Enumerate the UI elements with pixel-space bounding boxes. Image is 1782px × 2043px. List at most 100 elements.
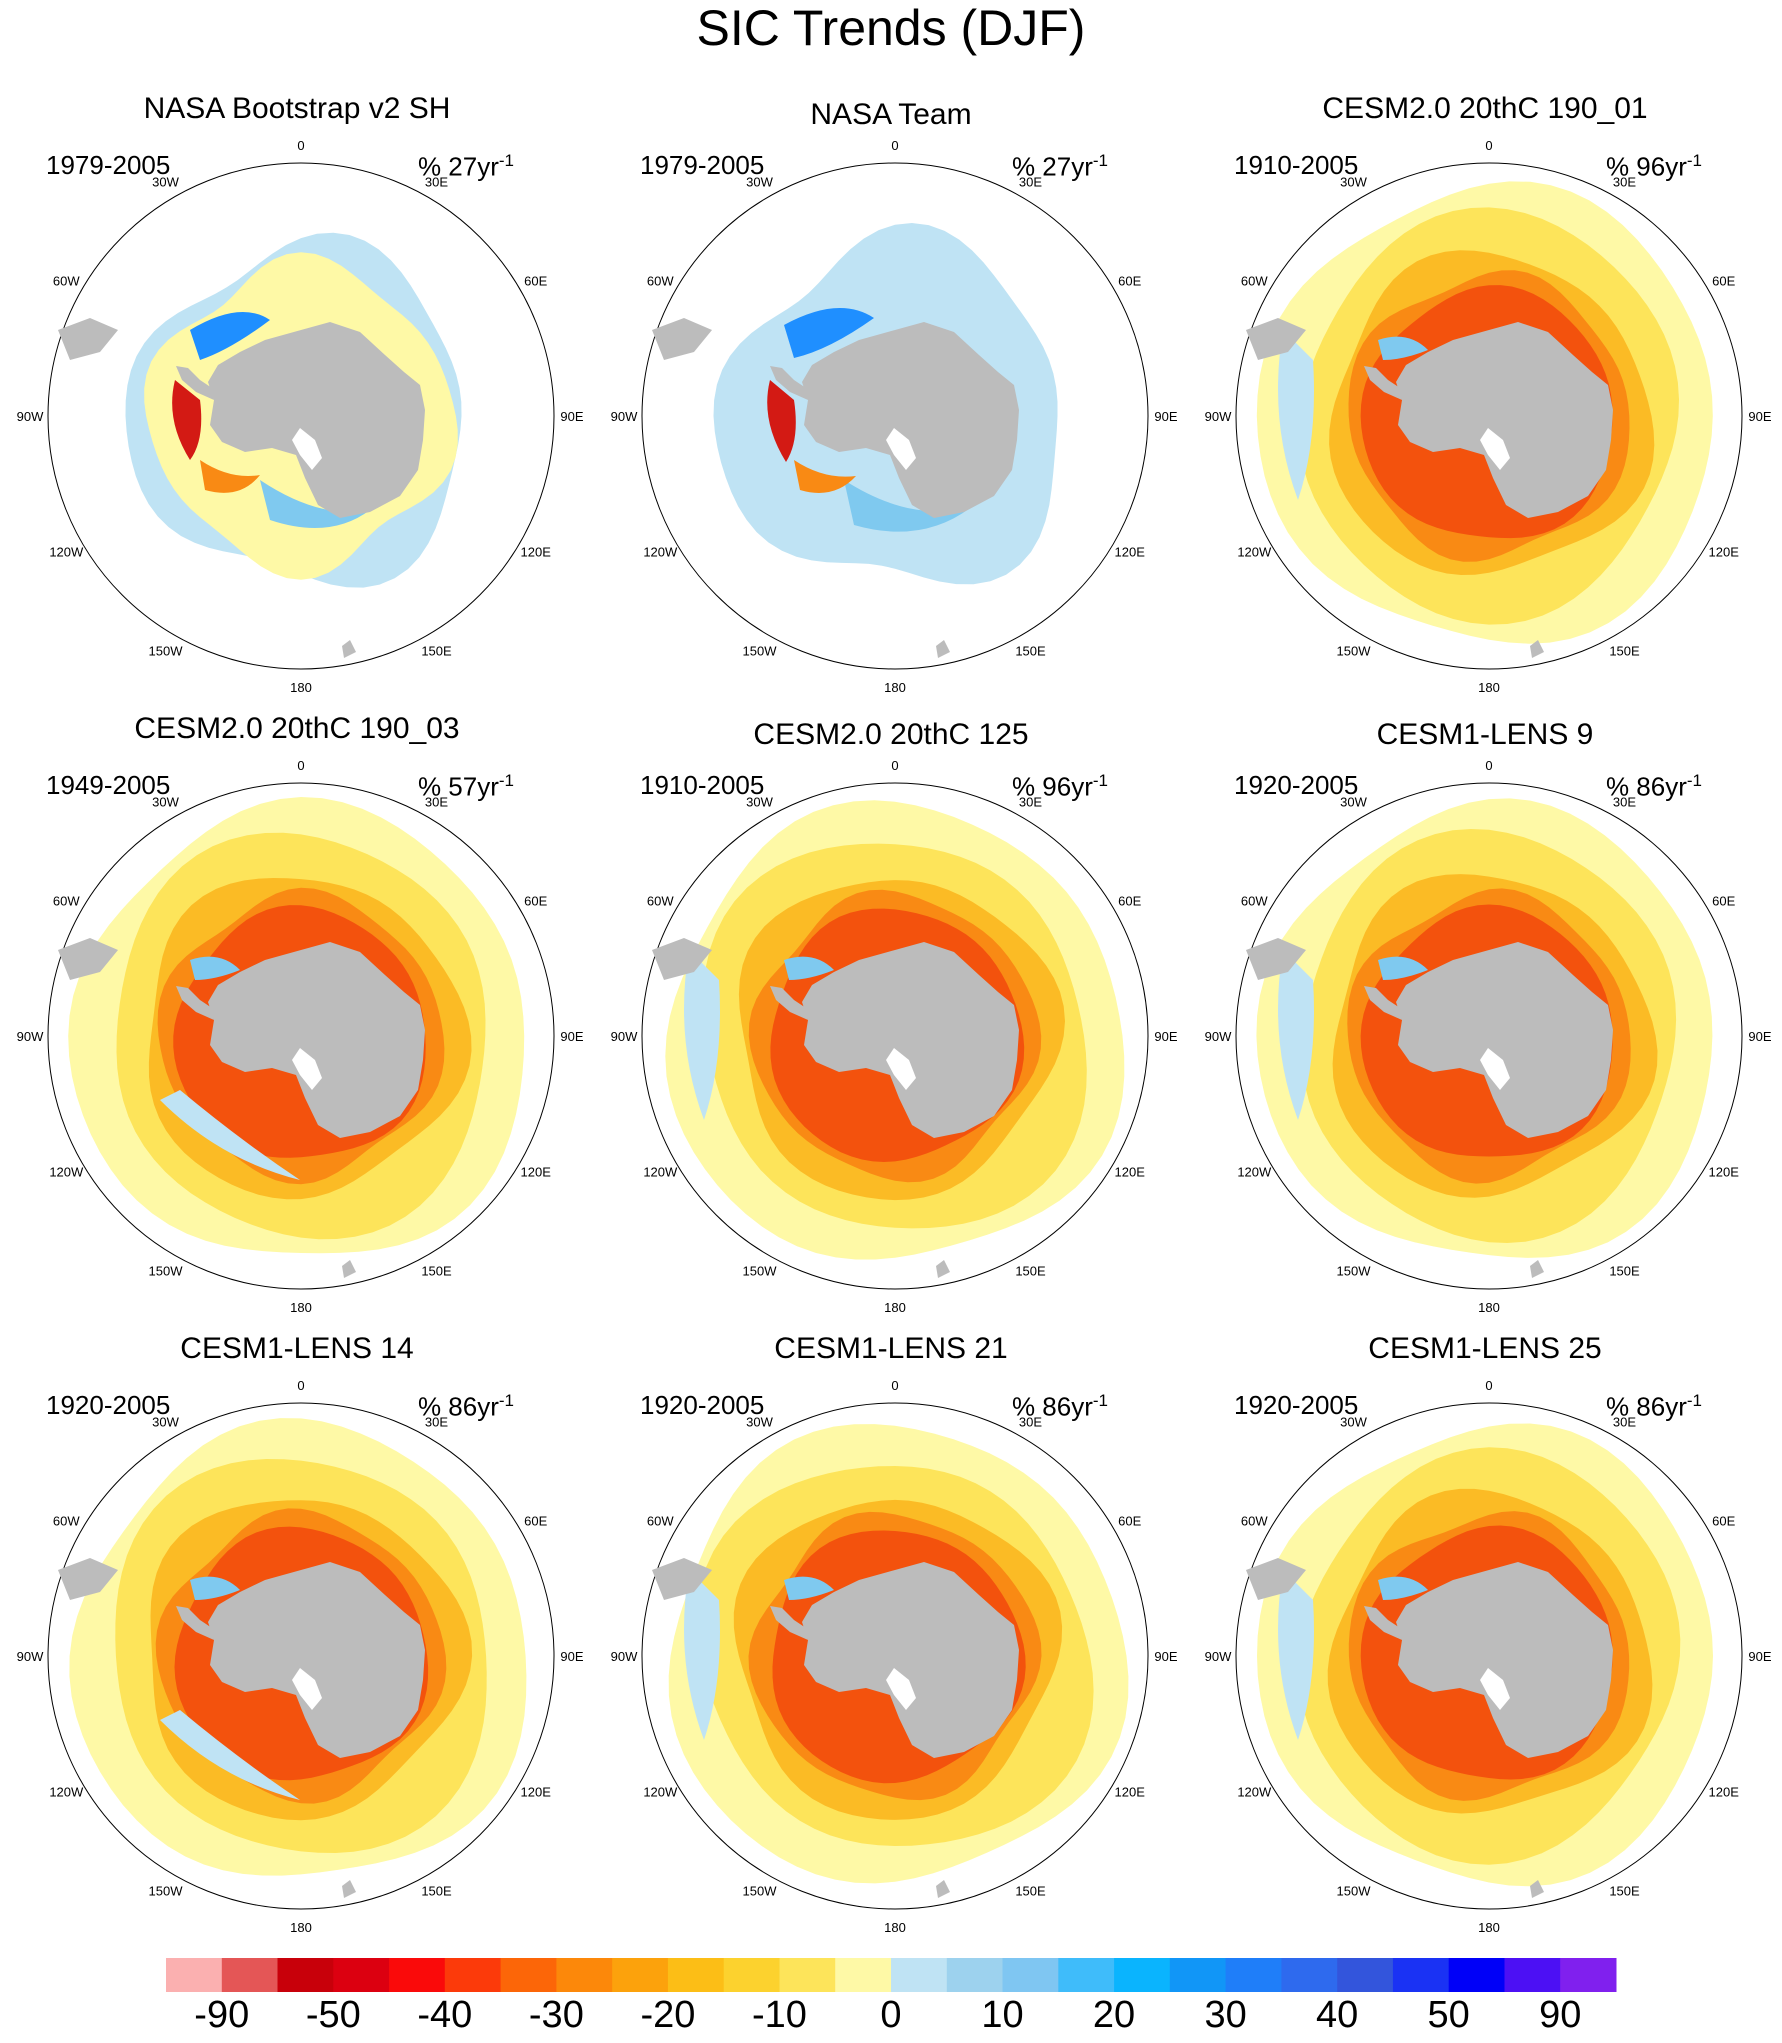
longitude-label: 120W — [643, 1165, 678, 1180]
new-zealand-landmass — [1530, 1880, 1544, 1898]
longitude-label: 90W — [611, 1029, 638, 1044]
longitude-label: 150W — [1337, 1264, 1372, 1279]
longitude-label: 30W — [1340, 174, 1367, 189]
units-exponent: -1 — [1092, 771, 1108, 790]
new-zealand-landmass — [936, 640, 950, 658]
colorbar-swatch — [1337, 1958, 1394, 1992]
longitude-label: 150E — [1609, 1264, 1640, 1279]
longitude-label: 30E — [1019, 174, 1042, 189]
longitude-label: 180 — [884, 680, 906, 695]
new-zealand-landmass — [342, 1260, 356, 1278]
panel-units: % 27yr-1 — [418, 146, 514, 182]
longitude-label: 90W — [17, 409, 44, 424]
polar-map: 0 30E 60E 90E 120E 150E 180 150W 120W 90W 60W 30W — [1205, 138, 1772, 695]
colorbar-swatch — [1225, 1958, 1282, 1992]
antarctica-landmass — [1396, 942, 1613, 1138]
longitude-label: 120E — [1709, 545, 1740, 560]
antarctic-peninsula — [770, 986, 808, 1020]
polar-map: 0 30E 60E 90E 120E 150E 180 150W 120W 90W 60W 30W — [611, 138, 1178, 695]
longitude-label: 150W — [743, 644, 778, 659]
longitude-label: 0 — [297, 138, 304, 153]
longitude-label: 120E — [1115, 1165, 1146, 1180]
longitude-label: 60W — [1241, 894, 1268, 909]
longitude-label: 60W — [53, 274, 80, 289]
longitude-label: 150E — [421, 1884, 452, 1899]
longitude-label: 120E — [1115, 545, 1146, 560]
colorbar-swatch — [723, 1958, 780, 1992]
trend-region — [1378, 336, 1428, 360]
antarctic-peninsula — [176, 1606, 214, 1640]
colorbar-swatch — [1392, 1958, 1450, 1992]
longitude-label: 120W — [1237, 1165, 1272, 1180]
colorbar-swatch — [1281, 1958, 1338, 1992]
antarctic-peninsula — [770, 1606, 808, 1640]
new-zealand-landmass — [1530, 1260, 1544, 1278]
longitude-label: 60E — [524, 1514, 547, 1529]
panel-period: 1920-2005 — [640, 1390, 765, 1420]
panel-title: CESM1-LENS 21 — [774, 1332, 1008, 1365]
trend-region — [794, 460, 856, 493]
longitude-label: 30W — [746, 174, 773, 189]
trend-region — [767, 380, 796, 462]
panel-period: 1949-2005 — [46, 770, 171, 800]
longitude-label: 180 — [1478, 1920, 1500, 1935]
longitude-label: 90E — [1748, 409, 1771, 424]
polar-map: 0 30E 60E 90E 120E 150E 180 150W 120W 90W 60W 30W — [611, 758, 1178, 1315]
panel-units: % 86yr-1 — [1012, 1386, 1108, 1422]
colorbar-tick-label: -20 — [640, 1994, 696, 2036]
longitude-label: 0 — [1485, 1378, 1492, 1393]
trend-region — [784, 308, 874, 358]
colorbar-swatch — [277, 1958, 334, 1992]
longitude-label: 180 — [884, 1920, 906, 1935]
colorbar-swatch — [444, 1958, 502, 1992]
antarctica-landmass — [208, 1562, 425, 1758]
polar-map: 0 30E 60E 90E 120E 150E 180 150W 120W 90W 60W 30W — [17, 138, 584, 695]
colorbar-swatch — [1114, 1958, 1171, 1992]
panel-title: CESM2.0 20thC 125 — [753, 718, 1029, 751]
antarctic-peninsula — [770, 366, 808, 400]
antarctic-peninsula — [1364, 986, 1402, 1020]
panel-period: 1979-2005 — [46, 150, 171, 180]
longitude-label: 150W — [743, 1884, 778, 1899]
longitude-label: 60W — [647, 894, 674, 909]
longitude-label: 90E — [560, 409, 583, 424]
units-exponent: -1 — [498, 771, 514, 790]
longitude-label: 60E — [1712, 274, 1735, 289]
units-exponent: -1 — [498, 1391, 514, 1410]
longitude-label: 0 — [1485, 758, 1492, 773]
longitude-label: 30W — [1340, 1414, 1367, 1429]
panel-period: 1920-2005 — [1234, 1390, 1359, 1420]
longitude-label: 120W — [49, 1785, 84, 1800]
longitude-label: 120W — [1237, 545, 1272, 560]
colorbar-swatch — [1002, 1958, 1059, 1992]
longitude-label: 150E — [421, 1264, 452, 1279]
longitude-label: 120W — [643, 545, 678, 560]
units-text: % 27yr — [1011, 151, 1093, 182]
colorbar-tick-label: 50 — [1427, 1994, 1470, 2036]
new-zealand-landmass — [342, 640, 356, 658]
longitude-label: 150E — [1609, 1884, 1640, 1899]
ross-ice-shelf-gap — [1480, 428, 1510, 470]
colorbar-tick-label: -50 — [305, 1994, 361, 2036]
colorbar-swatch — [1560, 1958, 1617, 1992]
map-panel: 0 30E 60E 90E 120E 150E 180 150W 120W 90W 60W 30W C… — [1188, 620, 1782, 1315]
longitude-label: 180 — [290, 1300, 312, 1315]
longitude-label: 60E — [1118, 894, 1141, 909]
ross-ice-shelf-gap — [292, 1048, 322, 1090]
antarctic-peninsula — [176, 986, 214, 1020]
units-exponent: -1 — [498, 151, 514, 170]
new-zealand-landmass — [342, 1880, 356, 1898]
trend-region — [1378, 956, 1428, 980]
trend-region — [844, 480, 974, 532]
longitude-label: 120E — [1709, 1165, 1740, 1180]
longitude-label: 120E — [1709, 1785, 1740, 1800]
polar-map: 0 30E 60E 90E 120E 150E 180 150W 120W 90W 60W 30W — [1205, 758, 1772, 1315]
panel-units: % 57yr-1 — [418, 766, 514, 802]
polar-map: 0 30E 60E 90E 120E 150E 180 150W 120W 90W 60W 30W — [17, 758, 584, 1315]
colorbar-swatch — [389, 1958, 446, 1992]
trend-region — [172, 380, 202, 460]
panel-title: NASA Bootstrap v2 SH — [143, 92, 451, 125]
colorbar-swatch — [667, 1958, 725, 1992]
longitude-label: 0 — [297, 758, 304, 773]
longitude-label: 30E — [1019, 1414, 1042, 1429]
